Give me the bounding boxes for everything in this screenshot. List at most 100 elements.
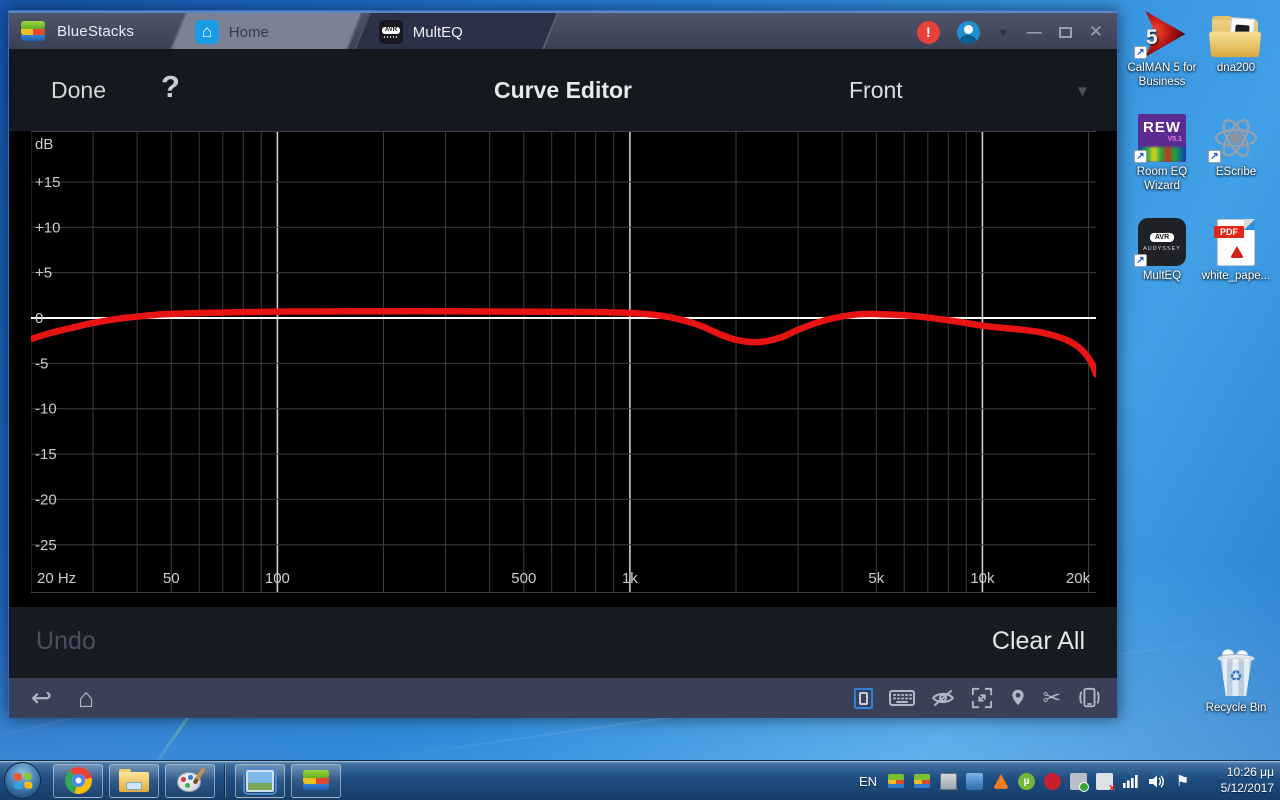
desktop-icon-multeq[interactable]: AVR AUDYSSEY ↗ MultEQ: [1126, 216, 1198, 284]
shake-device-icon[interactable]: [1077, 686, 1101, 710]
home-icon: ⌂: [195, 20, 219, 44]
snipping-tool-icon: [246, 770, 274, 792]
eye-hide-icon[interactable]: [931, 689, 955, 707]
tray-utorrent-icon[interactable]: µ: [1018, 773, 1035, 790]
svg-text:+15: +15: [35, 174, 60, 191]
file-explorer-icon: [119, 770, 149, 792]
icon-label: white_pape...: [1200, 270, 1272, 284]
icon-label: Room EQ Wizard: [1126, 166, 1198, 193]
tab-home[interactable]: ⌂ Home: [169, 13, 362, 51]
chevron-down-icon[interactable]: ▼: [1075, 83, 1090, 100]
tab-multeq[interactable]: AVR MultEQ: [353, 13, 558, 51]
multeq-app-icon: AVR: [379, 20, 403, 44]
icon-label: MultEQ: [1126, 270, 1198, 284]
desktop-icon-calman[interactable]: 5 ↗ CalMAN 5 for Business: [1126, 8, 1198, 89]
shortcut-arrow-icon: ↗: [1208, 150, 1221, 163]
paint-icon: [177, 769, 203, 793]
tray-windows-app-icon[interactable]: [966, 773, 983, 790]
taskbar-snipping-button[interactable]: [235, 764, 285, 798]
svg-text:100: 100: [265, 570, 290, 587]
page-title: Curve Editor: [9, 77, 1117, 104]
clear-all-button[interactable]: Clear All: [992, 627, 1085, 656]
app-header: Done ? Curve Editor Front ▼: [9, 49, 1117, 131]
svg-text:20 Hz: 20 Hz: [37, 570, 76, 587]
back-icon[interactable]: ↩: [31, 686, 52, 711]
tray-usb-icon[interactable]: [1070, 773, 1087, 790]
taskbar-bluestacks-button[interactable]: [291, 764, 341, 798]
clock-time: 10:26 μμ: [1202, 765, 1274, 781]
tray-power-plug-icon[interactable]: [1096, 773, 1113, 790]
tray-bluestacks-icon[interactable]: [888, 773, 905, 790]
bluestacks-window: BlueStacks ⌂ Home AVR MultEQ ! ▼ — ✕ Don…: [8, 10, 1118, 718]
tray-volume-icon[interactable]: [1148, 773, 1165, 790]
svg-text:500: 500: [511, 570, 536, 587]
desktop-icon-recycle-bin[interactable]: ♻ Recycle Bin: [1200, 648, 1272, 716]
menu-dropdown-icon[interactable]: ▼: [997, 25, 1010, 40]
home-nav-icon[interactable]: ⌂: [78, 685, 94, 712]
portrait-mode-icon[interactable]: [854, 688, 873, 709]
app-name: BlueStacks: [57, 23, 134, 40]
folder-icon: [1210, 16, 1262, 58]
language-indicator[interactable]: EN: [859, 774, 877, 789]
fullscreen-icon[interactable]: [971, 687, 993, 709]
svg-text:dB: dB: [35, 136, 53, 153]
scissors-cut-icon[interactable]: ✂: [1043, 687, 1061, 709]
taskbar-divider: [224, 764, 226, 798]
tray-adobe-icon[interactable]: [1044, 773, 1061, 790]
minimize-button[interactable]: —: [1027, 24, 1042, 41]
icon-label: EScribe: [1200, 166, 1272, 180]
maximize-button[interactable]: [1059, 27, 1072, 38]
icon-label: Recycle Bin: [1200, 702, 1272, 716]
start-button[interactable]: [4, 762, 41, 799]
shortcut-arrow-icon: ↗: [1134, 46, 1147, 59]
svg-text:1k: 1k: [622, 570, 638, 587]
avr-badge: AVR: [382, 27, 400, 34]
desktop-icon-dna200[interactable]: dna200: [1200, 8, 1272, 76]
tray-avast-icon[interactable]: [992, 773, 1009, 790]
account-avatar-icon[interactable]: [957, 21, 980, 44]
channel-selector[interactable]: Front: [849, 77, 903, 104]
taskbar-paint-button[interactable]: [165, 764, 215, 798]
svg-text:20k: 20k: [1066, 570, 1091, 587]
location-pin-icon[interactable]: [1009, 686, 1027, 710]
bluestacks-logo-icon: [21, 21, 45, 41]
desktop-icon-rew[interactable]: REW V5.1 ↗ Room EQ Wizard: [1126, 112, 1198, 193]
keyboard-icon[interactable]: [889, 688, 915, 708]
system-tray: EN µ ⚑ 10:26 μμ 5/12/2017: [859, 761, 1274, 801]
icon-label: dna200: [1200, 62, 1272, 76]
undo-button[interactable]: Undo: [36, 627, 96, 656]
tray-network-signal-icon[interactable]: [1122, 773, 1139, 790]
shortcut-arrow-icon: ↗: [1134, 150, 1147, 163]
svg-text:5k: 5k: [868, 570, 884, 587]
taskbar-clock[interactable]: 10:26 μμ 5/12/2017: [1202, 765, 1274, 796]
tray-bluestacks-icon[interactable]: [914, 773, 931, 790]
desktop-icon-whitepaper-pdf[interactable]: PDF white_pape...: [1200, 216, 1272, 284]
close-button[interactable]: ✕: [1089, 22, 1103, 42]
pdf-file-icon: PDF: [1217, 219, 1255, 266]
android-navbar: ↩ ⌂ ✂: [9, 678, 1117, 718]
svg-text:-15: -15: [35, 446, 57, 463]
chart-footer: Undo Clear All: [9, 607, 1117, 678]
svg-text:-10: -10: [35, 401, 57, 418]
taskbar-explorer-button[interactable]: [109, 764, 159, 798]
tray-action-center-flag-icon[interactable]: ⚑: [1174, 773, 1191, 790]
tab-multeq-label: MultEQ: [413, 24, 463, 41]
icon-label: CalMAN 5 for Business: [1126, 62, 1198, 89]
svg-text:+10: +10: [35, 219, 60, 236]
notification-badge-icon[interactable]: !: [917, 21, 940, 44]
tray-calculator-icon[interactable]: [940, 773, 957, 790]
window-controls: ! ▼ — ✕: [917, 13, 1103, 51]
svg-text:-25: -25: [35, 537, 57, 554]
bluestacks-icon: [303, 770, 329, 792]
svg-text:50: 50: [163, 570, 180, 587]
taskbar-chrome-button[interactable]: [53, 764, 103, 798]
titlebar: BlueStacks ⌂ Home AVR MultEQ ! ▼ — ✕: [9, 11, 1117, 49]
svg-text:0: 0: [35, 310, 43, 327]
clock-date: 5/12/2017: [1202, 781, 1274, 797]
windows-taskbar: EN µ ⚑ 10:26 μμ 5/12/2017: [0, 760, 1280, 800]
svg-text:-20: -20: [35, 491, 57, 508]
desktop-icon-escribe[interactable]: ↗ EScribe: [1200, 112, 1272, 180]
shortcut-arrow-icon: ↗: [1134, 254, 1147, 267]
svg-text:-5: -5: [35, 355, 48, 372]
